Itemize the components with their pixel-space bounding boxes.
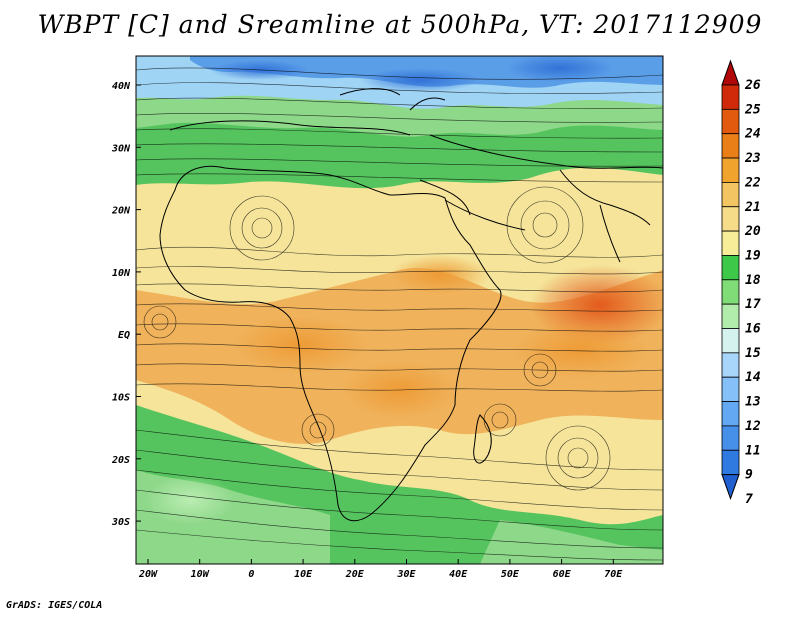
footer-credit: GrADS: IGES/COLA: [6, 600, 103, 611]
colorbar-label: 18: [745, 273, 761, 288]
colorbar-swatch: [721, 352, 740, 378]
colorbar-label: 16: [745, 322, 761, 337]
longitude-ticks: 20W 10W 0 10E 20E 30E 40E 50E 60E 70E: [138, 559, 623, 580]
colorbar-swatch: [721, 230, 740, 256]
lat-tick-label: 10S: [112, 393, 130, 404]
colorbar-swatch: [721, 376, 740, 402]
colorbar-swatch: [721, 133, 740, 159]
lat-tick-label: 20S: [111, 455, 130, 466]
lon-tick-label: 10E: [294, 569, 313, 580]
colorbar-swatch: [721, 181, 740, 208]
lat-tick-label: 20N: [111, 206, 131, 217]
colorbar-swatch: [721, 401, 740, 427]
colorbar-max-arrow: [721, 59, 740, 86]
colorbar-label: 14: [745, 370, 761, 385]
colorbar-label: 11: [745, 443, 761, 458]
colorbar-swatch: [721, 255, 740, 281]
lon-tick-label: 20E: [345, 569, 365, 580]
colorbar-swatch: [721, 84, 740, 110]
temperature-field: [136, 56, 663, 564]
colorbar-min-arrow: [721, 474, 740, 501]
colorbar-label: 26: [744, 78, 761, 93]
lon-tick-label: 50E: [501, 569, 520, 580]
lon-tick-label: 30E: [396, 569, 416, 580]
lon-tick-label: 40E: [449, 569, 468, 580]
colorbar-swatch: [721, 279, 740, 305]
lat-tick-label: 10N: [112, 268, 131, 279]
colorbar-label: 17: [745, 297, 761, 312]
colorbar-label: 24: [744, 127, 761, 142]
lat-tick-label: 30N: [111, 143, 131, 154]
lat-tick-label: 30S: [111, 517, 130, 528]
colorbar-swatch: [721, 303, 740, 329]
colorbar-label: 19: [745, 248, 761, 263]
colorbar-label: 13: [745, 395, 761, 410]
colorbar-label: 15: [745, 346, 761, 361]
lat-tick-label: 40N: [112, 81, 131, 92]
colorbar-label: 22: [744, 175, 761, 190]
colorbar-swatch: [721, 206, 740, 232]
colorbar-label: 7: [745, 492, 753, 507]
lon-tick-label: 20W: [138, 569, 158, 580]
colorbar-label: 25: [744, 102, 761, 117]
lon-tick-label: 70E: [604, 569, 623, 580]
colorbar-label: 21: [744, 200, 761, 215]
colorbar-swatch: [721, 449, 740, 476]
colorbar-swatch: [721, 108, 740, 135]
colorbar-label: 12: [745, 419, 761, 434]
colorbar-swatch: [721, 157, 740, 183]
colorbar-label: 23: [744, 151, 761, 166]
map-frame: [135, 55, 664, 565]
plot-title: WBPT [C] and Sreamline at 500hPa, VT: 20…: [37, 10, 763, 39]
colorbar: 26 25 24 23 22 21 20 19 18 17 16 15 14 13 12 11 9 7: [721, 59, 761, 507]
lat-tick-label: EQ: [118, 330, 130, 341]
lon-tick-label: 0: [248, 569, 254, 580]
colorbar-swatch: [721, 425, 740, 451]
lon-tick-label: 60E: [553, 569, 572, 580]
colorbar-swatch: [721, 328, 740, 354]
colorbar-label: 9: [745, 468, 753, 483]
latitude-ticks: 40N 30N 20N 10N EQ 10S 20S 30S: [111, 81, 141, 528]
colorbar-label: 20: [744, 224, 761, 239]
lon-tick-label: 10W: [191, 569, 210, 580]
